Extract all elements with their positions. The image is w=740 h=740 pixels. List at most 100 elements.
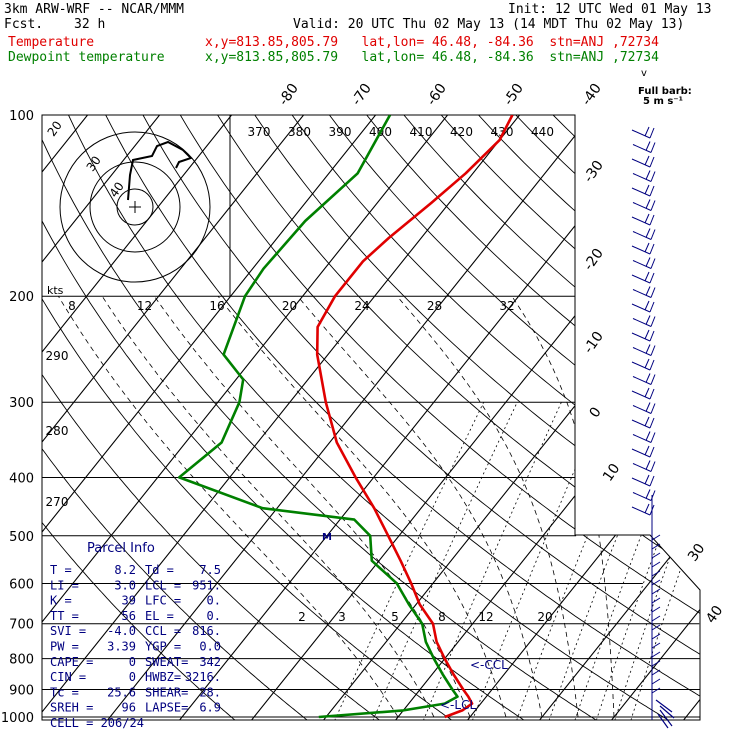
parcel-value: 28. — [199, 685, 221, 699]
potential-temperature-label: 380 — [288, 125, 311, 139]
hodograph-ring — [59, 131, 211, 283]
isotherm-label: 30 — [685, 541, 708, 565]
isotherm-label: 10 — [600, 461, 623, 485]
parcel-value: 816. — [192, 624, 221, 638]
wind-barb — [645, 431, 651, 441]
mixing-ratio-line — [468, 402, 605, 720]
parcel-info-panel: Parcel Info T = 8.2 Td = 7.5 LI = 3.0 LCL = 951.… — [50, 541, 221, 730]
mixing-ratio-label: 16 — [209, 299, 224, 313]
isotherm — [42, 115, 459, 720]
wind-barb — [651, 543, 661, 550]
mixing-ratio-line — [512, 402, 643, 720]
model-title: 3km ARW-WRF -- NCAR/MMM — [4, 2, 185, 17]
wind-barb — [645, 373, 651, 383]
parcel-key: T = — [50, 563, 72, 577]
wind-barb — [632, 347, 652, 356]
wind-barbs: v — [631, 68, 675, 729]
wind-barb — [644, 155, 650, 166]
dry-adiabat — [539, 115, 700, 720]
wind-barb — [632, 405, 652, 414]
wind-barb — [651, 633, 661, 640]
wind-barb — [650, 171, 656, 182]
mixing-ratio-label: 32 — [499, 299, 514, 313]
parcel-value: 3.0 — [114, 578, 136, 592]
potential-temperature-label: 410 — [410, 125, 433, 139]
parcel-value: 96 — [122, 701, 136, 715]
sounding-profiles — [177, 115, 514, 719]
wind-barb — [645, 460, 651, 470]
potential-temperature-label: 390 — [329, 125, 352, 139]
parcel-key: PW = — [50, 640, 79, 654]
mixing-ratio-label: 20 — [282, 299, 297, 313]
hodograph-ring-label: 20 — [45, 118, 65, 139]
pressure-tick-label: 1000 — [1, 711, 34, 726]
dry-adiabat — [208, 115, 700, 720]
wind-barb — [651, 579, 661, 586]
wind-barb — [644, 126, 650, 137]
parcel-key: SWEAT= — [145, 655, 188, 669]
pressure-tick-label: 900 — [9, 683, 34, 698]
hodograph-unit: kts — [47, 284, 64, 297]
wind-barb — [655, 699, 673, 713]
mixing-ratio-line — [330, 402, 485, 720]
wind-barb — [632, 463, 652, 472]
fcst-label: Fcst. — [4, 17, 44, 32]
wind-barb — [649, 243, 655, 255]
parcel-value: 7.5 — [199, 563, 221, 577]
isotherm — [675, 115, 700, 720]
wind-barb — [651, 570, 661, 577]
isotherm-label: -70 — [349, 81, 375, 109]
isotherm — [42, 115, 531, 720]
mixing-ratio-label: 12 — [478, 610, 493, 624]
wind-barb — [659, 705, 675, 719]
init-time: Init: 12 UTC Wed 01 May 13 — [508, 2, 712, 17]
lcl-marker: <-LCL — [440, 698, 476, 712]
wind-barb — [632, 434, 652, 443]
wind-barb — [651, 606, 661, 613]
wind-barb — [644, 474, 650, 485]
mixing-ratio-label: 8 — [438, 610, 446, 624]
parcel-value: -4.0 — [107, 624, 136, 638]
isotherm-label: -10 — [581, 329, 607, 357]
wind-barb — [644, 213, 650, 224]
parcel-value: 342 — [199, 655, 221, 669]
wind-barb — [651, 615, 661, 622]
isotherm — [99, 115, 603, 720]
dry-adiabat — [42, 115, 320, 720]
wind-barb — [650, 142, 656, 153]
hodograph-ring — [89, 161, 181, 253]
parcel-key: K = — [50, 594, 72, 608]
mixing-ratio-label: 5 — [391, 610, 399, 624]
wind-barb — [631, 274, 651, 284]
pressure-tick-label: 600 — [9, 577, 34, 592]
wind-barb — [659, 709, 673, 727]
dry-adiabat — [429, 115, 700, 720]
parcel-key: LAPSE= — [145, 701, 188, 715]
wind-barb — [631, 506, 651, 516]
parcel-key: LCL = — [145, 578, 181, 592]
mixing-ratio-label: 20 — [537, 610, 552, 624]
mixing-ratio-line — [419, 402, 562, 720]
wind-barb — [645, 170, 651, 180]
parcel-key: LI = — [50, 578, 79, 592]
parcel-value: 3.39 — [107, 640, 136, 654]
wind-barb — [632, 202, 652, 211]
wind-barb — [632, 376, 652, 385]
wind-barb — [650, 403, 656, 414]
potential-temperature-label: 440 — [531, 125, 554, 139]
level-annotations: <-CCL <-LCL M — [322, 532, 508, 712]
hodograph-trace — [127, 140, 193, 201]
wind-barb — [645, 199, 651, 209]
wind-barb — [645, 286, 651, 296]
wind-barb — [632, 173, 652, 182]
wind-barb — [650, 200, 656, 211]
isotherm-label: 0 — [587, 404, 605, 420]
pressure-tick-label: 700 — [9, 618, 34, 633]
dry-adiabat — [172, 115, 700, 720]
wind-barb — [651, 552, 661, 559]
wind-barb — [649, 272, 655, 284]
pressure-tick-label: 800 — [9, 653, 34, 668]
wind-barb — [651, 660, 661, 667]
wind-barb — [651, 678, 661, 685]
